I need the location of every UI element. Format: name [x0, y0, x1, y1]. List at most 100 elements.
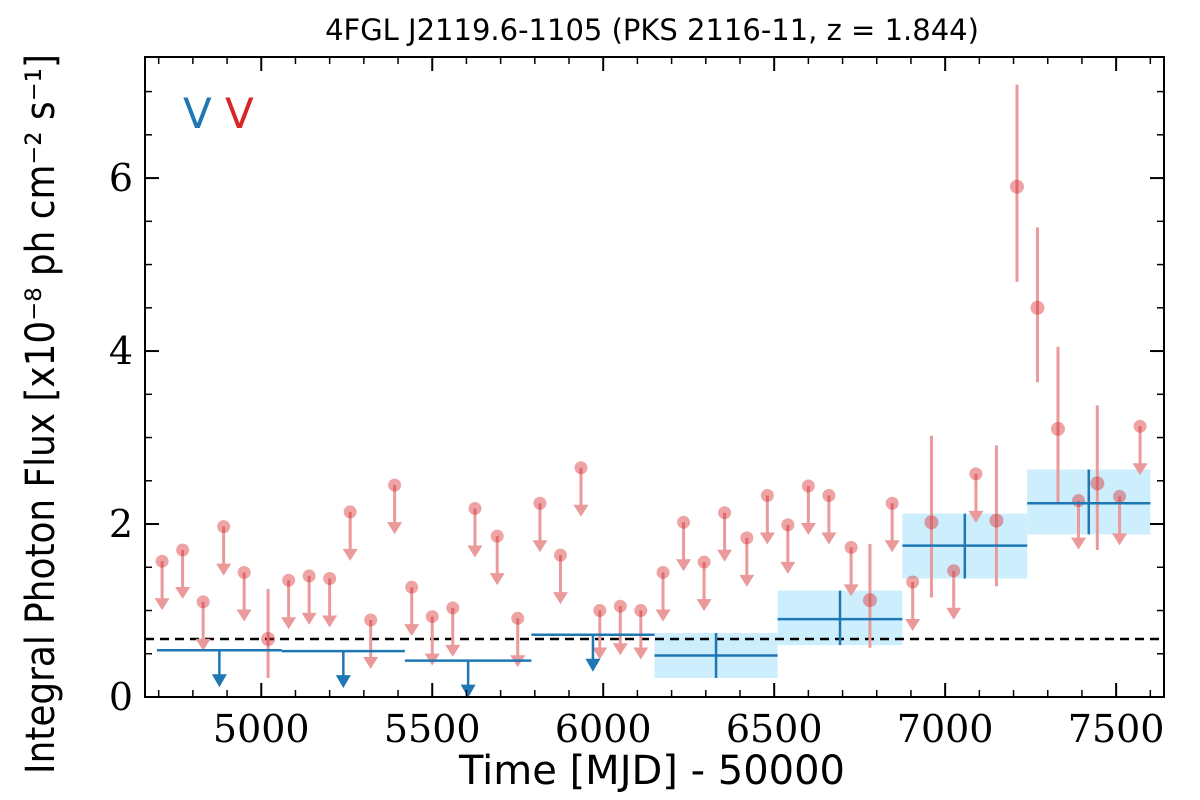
- upper-limit-point: [844, 540, 858, 554]
- flux-point: [989, 513, 1004, 528]
- legend-label-red: V: [225, 89, 254, 138]
- upper-limit-arrow: [301, 612, 317, 625]
- chart-title: 4FGL J2119.6-1105 (PKS 2116-11, z = 1.84…: [325, 13, 979, 47]
- upper-limit-point: [1113, 489, 1127, 503]
- upper-limit-arrow: [1112, 533, 1128, 546]
- upper-limit-point: [697, 555, 711, 569]
- bin-upper-limit-arrow: [585, 658, 601, 672]
- flux-point: [261, 632, 276, 647]
- upper-limit-point: [781, 518, 795, 532]
- upper-limit-arrow: [154, 598, 170, 611]
- upper-limit-point: [176, 543, 190, 557]
- bin-upper-limit-arrow: [460, 684, 476, 698]
- x-tick-label: 7500: [1068, 707, 1165, 751]
- x-tick-label: 5000: [213, 707, 310, 751]
- upper-limit-point: [323, 572, 337, 586]
- data-point-layer: [154, 84, 1148, 678]
- upper-limit-arrow: [717, 549, 733, 562]
- upper-limit-point: [801, 479, 815, 493]
- flux-point: [862, 593, 877, 608]
- upper-limit-point: [388, 478, 402, 492]
- upper-limit-arrow: [573, 504, 589, 517]
- upper-limit-point: [760, 488, 774, 502]
- upper-limit-point: [468, 501, 482, 515]
- flux-point: [1030, 300, 1045, 315]
- upper-limit-point: [511, 611, 525, 625]
- upper-limit-point: [553, 548, 567, 562]
- flux-point: [924, 515, 939, 530]
- upper-limit-point: [1133, 419, 1147, 433]
- upper-limit-point: [574, 461, 588, 475]
- upper-limit-arrow: [175, 586, 191, 599]
- plot-frame: [144, 56, 1165, 698]
- upper-limit-arrow: [905, 618, 921, 631]
- upper-limit-arrow: [696, 599, 712, 612]
- flux-point: [1090, 476, 1105, 491]
- tick-layer: [145, 57, 1164, 698]
- upper-limit-point: [718, 506, 732, 520]
- upper-limit-point: [364, 613, 378, 627]
- upper-limit-arrow: [843, 584, 859, 597]
- legend-label-blue: V: [183, 89, 212, 138]
- upper-limit-point: [282, 573, 296, 587]
- upper-limit-point: [155, 554, 169, 568]
- y-tick-label: 2: [109, 502, 133, 546]
- y-tick-label: 6: [109, 156, 133, 200]
- upper-limit-arrow: [800, 522, 816, 535]
- x-tick-label: 6000: [555, 707, 652, 751]
- upper-limit-arrow: [322, 615, 338, 628]
- upper-limit-arrow: [216, 563, 232, 576]
- upper-limit-point: [405, 580, 419, 594]
- upper-limit-arrow: [884, 540, 900, 553]
- upper-limit-arrow: [780, 561, 796, 574]
- upper-limit-point: [969, 467, 983, 481]
- x-axis-title: Time [MJD] - 50000: [458, 748, 845, 794]
- upper-limit-arrow: [655, 609, 671, 622]
- upper-limit-point: [490, 529, 504, 543]
- upper-limit-point: [425, 610, 439, 624]
- tick-label-layer: 5000 5500 6000 6500 7000 7500 0 2 4 6: [109, 156, 1165, 751]
- upper-limit-arrow: [532, 540, 548, 553]
- upper-limit-point: [656, 565, 670, 579]
- upper-limit-point: [593, 604, 607, 618]
- flux-point: [1009, 179, 1024, 194]
- binned-flux-layer: [156, 469, 1151, 698]
- upper-limit-arrow: [592, 647, 608, 660]
- upper-limit-point: [217, 520, 231, 534]
- upper-limit-arrow: [821, 532, 837, 545]
- upper-limit-arrow: [1071, 537, 1087, 550]
- upper-limit-point: [947, 564, 961, 578]
- upper-limit-point: [196, 595, 210, 609]
- x-tick-label: 6500: [726, 707, 823, 751]
- upper-limit-point: [906, 575, 920, 589]
- upper-limit-point: [885, 496, 899, 510]
- upper-limit-arrow: [739, 574, 755, 587]
- flux-point: [1050, 421, 1065, 436]
- upper-limit-arrow: [281, 617, 297, 630]
- y-tick-label: 0: [109, 675, 133, 719]
- upper-limit-point: [740, 531, 754, 545]
- upper-limit-arrow: [342, 548, 358, 561]
- upper-limit-arrow: [467, 545, 483, 558]
- y-tick-label: 4: [109, 329, 133, 373]
- upper-limit-arrow: [676, 559, 692, 572]
- upper-limit-point: [343, 505, 357, 519]
- upper-limit-arrow: [363, 657, 379, 670]
- bin-upper-limit-arrow: [211, 674, 227, 688]
- x-tick-label: 5500: [384, 707, 481, 751]
- upper-limit-arrow: [445, 644, 461, 657]
- upper-limit-arrow: [489, 573, 505, 586]
- upper-limit-arrow: [387, 522, 403, 535]
- bin-upper-limit-arrow: [335, 675, 351, 689]
- upper-limit-arrow: [552, 592, 568, 605]
- upper-limit-point: [634, 604, 648, 618]
- upper-limit-arrow: [404, 624, 420, 637]
- upper-limit-point: [237, 565, 251, 579]
- upper-limit-arrow: [633, 647, 649, 660]
- upper-limit-arrow: [946, 607, 962, 620]
- upper-limit-arrow: [1132, 463, 1148, 476]
- upper-limit-arrow: [968, 510, 984, 523]
- upper-limit-point: [446, 601, 460, 615]
- upper-limit-point: [613, 599, 627, 613]
